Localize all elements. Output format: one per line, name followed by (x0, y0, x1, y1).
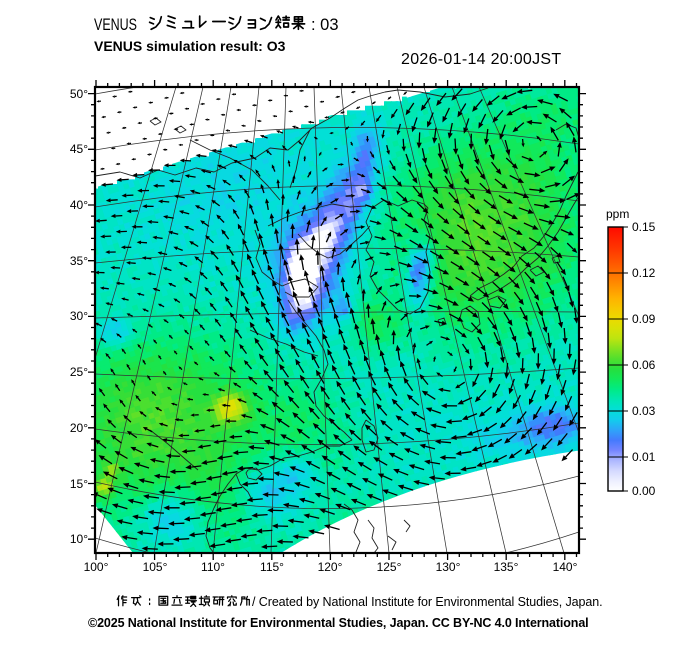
svg-text:0.12: 0.12 (632, 266, 656, 280)
svg-text:VENUS simulation result: O3: VENUS simulation result: O3 (94, 38, 286, 54)
svg-text:VENUS: VENUS (94, 16, 137, 34)
svg-text:0.03: 0.03 (632, 404, 656, 418)
svg-text:105°: 105° (143, 560, 168, 574)
svg-text:©2025 National Institute for E: ©2025 National Institute for Environment… (88, 616, 589, 630)
svg-text:0.06: 0.06 (632, 358, 656, 372)
svg-text:0.00: 0.00 (632, 484, 656, 498)
svg-text:45°: 45° (70, 142, 88, 156)
svg-text:130°: 130° (436, 560, 461, 574)
svg-text:35°: 35° (70, 254, 88, 268)
svg-text:30°: 30° (70, 309, 88, 323)
svg-text:20°: 20° (70, 421, 88, 435)
svg-text:135°: 135° (494, 560, 519, 574)
svg-text:/ Created by National Institut: / Created by National Institute for Envi… (252, 595, 603, 609)
svg-text:125°: 125° (377, 560, 402, 574)
svg-text:140°: 140° (553, 560, 578, 574)
svg-text:10°: 10° (70, 532, 88, 546)
svg-text:ppm: ppm (606, 207, 629, 221)
svg-text:0.01: 0.01 (632, 450, 656, 464)
svg-text:115°: 115° (260, 560, 284, 574)
svg-text:15°: 15° (70, 477, 88, 491)
svg-text:0.15: 0.15 (632, 220, 656, 234)
svg-text:25°: 25° (70, 365, 88, 379)
svg-text:0.09: 0.09 (632, 312, 656, 326)
svg-text:120°: 120° (318, 560, 343, 574)
svg-text:2026-01-14 20:00JST: 2026-01-14 20:00JST (401, 51, 561, 68)
svg-text:110°: 110° (201, 560, 225, 574)
svg-text:50°: 50° (70, 87, 88, 101)
svg-text:100°: 100° (84, 560, 109, 574)
svg-text:: 03: : 03 (311, 16, 339, 34)
svg-text:40°: 40° (70, 198, 88, 212)
